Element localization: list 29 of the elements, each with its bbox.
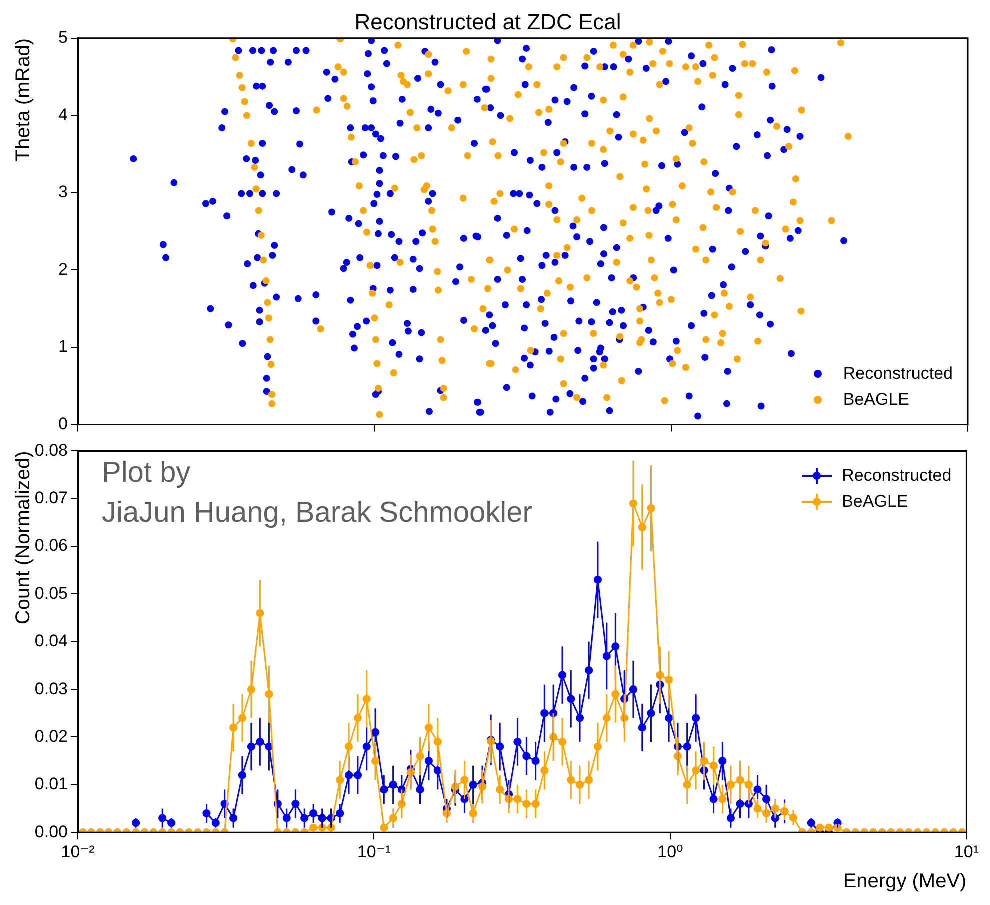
y-tick-label: 0.06: [34, 536, 68, 556]
x-tick-label: 10⁻¹: [357, 842, 392, 862]
legend-label: Reconstructed: [843, 362, 953, 385]
x-tick-label: 10⁰: [658, 842, 684, 862]
y-axis-title: Theta (mRad): [12, 38, 35, 162]
y-tick-label: 3: [58, 182, 68, 202]
annotation: Plot by: [102, 456, 192, 492]
y-tick-label: 1: [58, 337, 68, 356]
legend-label: Reconstructed: [842, 465, 952, 488]
legend-label: BeAGLE: [842, 491, 908, 514]
y-tick-label: 0.03: [34, 679, 68, 698]
legend-label: BeAGLE: [843, 388, 910, 411]
y-tick-label: 4: [58, 105, 68, 124]
y-tick-label: 0.00: [34, 822, 68, 842]
y-tick-label: 0.05: [34, 584, 68, 603]
y-tick-label: 0.07: [34, 488, 68, 508]
y-tick-label: 5: [58, 28, 68, 48]
x-tick-label: 10¹: [954, 842, 980, 862]
y-tick-label: 0.01: [34, 774, 68, 794]
y-tick-label: 2: [58, 260, 68, 279]
y-tick-label: 0: [58, 414, 68, 434]
y-tick-label: 0.04: [34, 632, 68, 651]
x-axis-title: Energy (MeV): [843, 870, 967, 893]
x-tick-label: 10⁻²: [61, 842, 96, 862]
y-tick-label: 0.08: [34, 440, 68, 460]
annotation: JiaJun Huang, Barak Schmookler: [102, 496, 532, 532]
chart-title: Reconstructed at ZDC Ecal: [354, 9, 622, 34]
y-tick-label: 0.02: [34, 726, 68, 746]
y-axis-title: Count (Normalized): [12, 451, 35, 625]
